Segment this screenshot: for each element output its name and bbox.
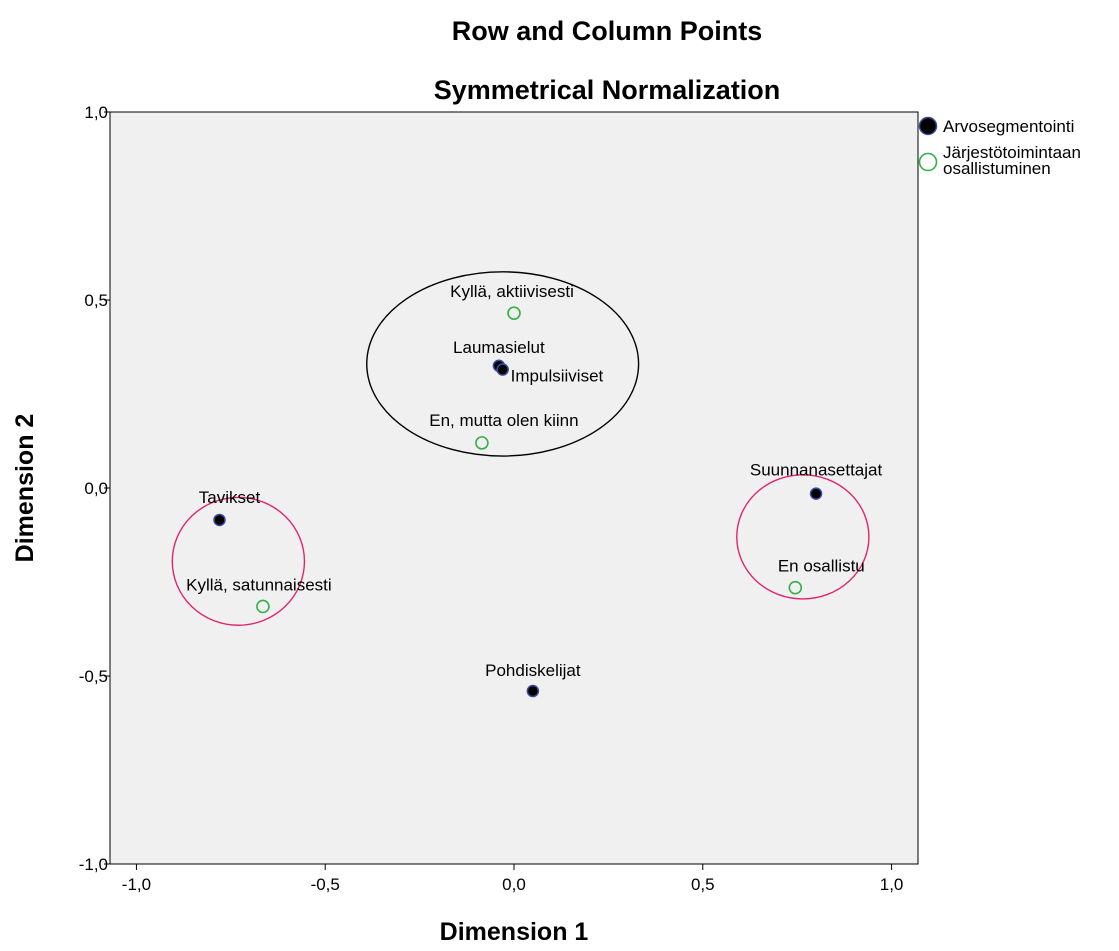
axis-ticks: -1,0 -0,5 0,0 0,5 1,0 1,0 0,5 0,0 -0,5 -1,0 <box>79 103 904 894</box>
x-tick-label: 1,0 <box>880 875 904 894</box>
x-tick-label: 0,5 <box>691 875 715 894</box>
cluster-ellipse <box>366 271 640 457</box>
legend-marker-filled <box>918 116 938 136</box>
data-points: Laumasielut Impulsiiviset Tavikset Suunnana… <box>186 282 883 698</box>
point-label-kyllä-aktiivisesti: Kyllä, aktiivisesti <box>450 282 574 301</box>
y-tick-label: -1,0 <box>79 855 108 874</box>
point-en-osallistu <box>788 580 803 595</box>
plot-area <box>109 111 919 865</box>
point-label-en-osallistu: En osallistu <box>778 557 865 576</box>
point-kyllä-satunnaisesti <box>256 599 270 614</box>
chart-title: Row and Column Points <box>452 16 763 46</box>
y-tick-label: 0,5 <box>84 291 108 310</box>
y-tick-label: 0,0 <box>84 479 108 498</box>
legend-marker-open <box>918 152 938 172</box>
point-kyllä-aktiivisesti <box>507 306 521 320</box>
point-impulsiiviset <box>496 363 509 376</box>
point-label-pohdiskelijat: Pohdiskelijat <box>485 661 581 680</box>
point-en-mutta-olen-kiinn <box>475 436 489 450</box>
chart-subtitle: Symmetrical Normalization <box>434 75 781 105</box>
point-label-laumasielut: Laumasielut <box>453 338 545 357</box>
x-tick-label: -1,0 <box>122 875 151 894</box>
point-suunnanasettajat <box>809 487 823 500</box>
legend: Arvosegmentointi Järjestötoimintaanosalli… <box>918 116 1081 178</box>
point-label-suunnanasettajat: Suunnanasettajat <box>750 461 883 480</box>
legend-label: Arvosegmentointi <box>943 117 1074 136</box>
legend-label: Järjestötoimintaan <box>943 143 1081 162</box>
x-axis-title: Dimension 1 <box>440 918 589 946</box>
cluster-ellipses <box>171 271 870 626</box>
point-label-en-mutta-olen-kiinn: En, mutta olen kiinn <box>429 411 578 430</box>
y-tick-label: 1,0 <box>84 103 108 122</box>
legend-label: osallistuminen <box>943 159 1051 178</box>
x-tick-label: 0,0 <box>502 875 526 894</box>
point-tavikset <box>213 513 226 527</box>
cluster-ellipse <box>171 496 306 626</box>
cluster-ellipse <box>736 474 870 600</box>
x-tick-label: -0,5 <box>311 875 340 894</box>
y-tick-label: -0,5 <box>79 667 108 686</box>
point-label-kyllä-satunnaisesti: Kyllä, satunnaisesti <box>186 575 332 594</box>
point-label-tavikset: Tavikset <box>199 488 261 507</box>
point-label-impulsiiviset: Impulsiiviset <box>511 367 604 386</box>
y-axis-title: Dimension 2 <box>11 414 39 563</box>
point-pohdiskelijat <box>526 684 540 698</box>
